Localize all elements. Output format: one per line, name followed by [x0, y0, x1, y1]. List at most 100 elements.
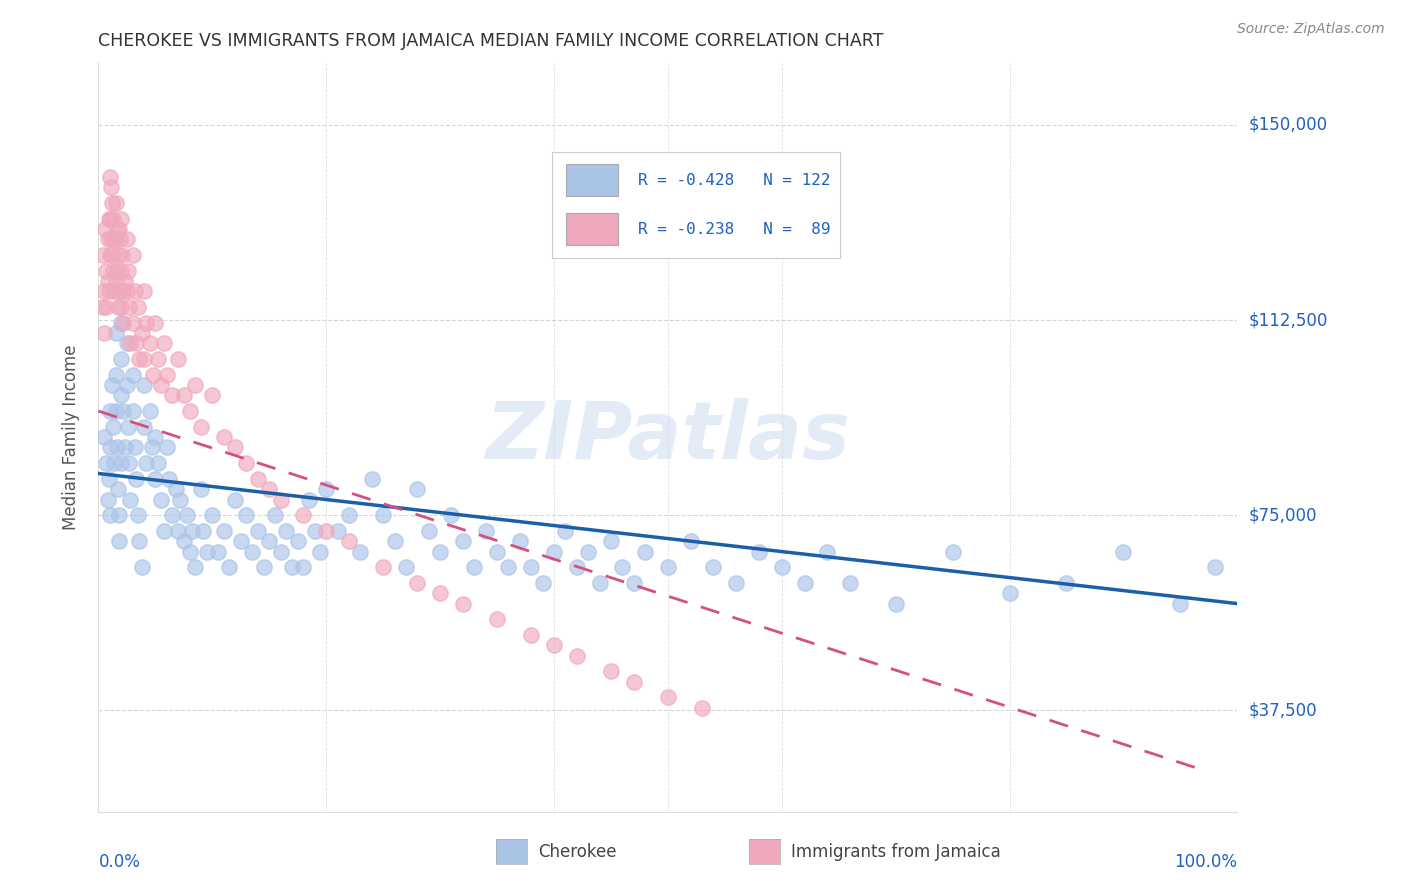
Point [463, 560, 485, 574]
Point [103, 232, 125, 246]
Point [281, 560, 304, 574]
Point [132, 351, 155, 366]
Point [127, 508, 149, 523]
Point [103, 419, 125, 434]
Point [118, 300, 141, 314]
Text: $112,500: $112,500 [1249, 311, 1327, 329]
Point [623, 674, 645, 689]
Point [229, 534, 252, 549]
Point [326, 524, 349, 538]
Point [169, 492, 191, 507]
Point [125, 336, 148, 351]
Point [96, 274, 118, 288]
Point [96, 456, 118, 470]
Point [554, 524, 576, 538]
Point [111, 248, 134, 262]
Point [115, 336, 138, 351]
Point [207, 544, 229, 558]
Point [110, 316, 132, 330]
Point [252, 560, 274, 574]
Point [679, 534, 702, 549]
Point [98, 441, 121, 455]
Point [150, 492, 173, 507]
Point [98, 169, 121, 184]
Point [201, 388, 224, 402]
Point [97, 211, 120, 226]
Point [406, 575, 429, 590]
Point [1112, 544, 1135, 558]
Text: Source: ZipAtlas.com: Source: ZipAtlas.com [1237, 22, 1385, 37]
Point [304, 524, 326, 538]
Point [218, 560, 240, 574]
Point [612, 560, 634, 574]
Text: R = -0.428   N = 122: R = -0.428 N = 122 [638, 173, 831, 188]
Point [315, 524, 337, 538]
Point [138, 336, 160, 351]
Text: ZIPatlas: ZIPatlas [485, 398, 851, 476]
Point [657, 560, 679, 574]
Point [173, 388, 195, 402]
Point [153, 524, 176, 538]
Point [360, 472, 382, 486]
Point [292, 560, 315, 574]
Point [212, 430, 235, 444]
Text: 100.0%: 100.0% [1174, 853, 1237, 871]
Point [167, 524, 190, 538]
Point [141, 441, 163, 455]
Point [884, 597, 907, 611]
Point [98, 404, 121, 418]
Point [349, 544, 371, 558]
Point [98, 248, 121, 262]
Point [690, 700, 713, 714]
Point [104, 195, 127, 210]
Point [104, 232, 127, 246]
Point [180, 524, 202, 538]
Point [395, 560, 418, 574]
Point [702, 560, 724, 574]
Point [418, 524, 440, 538]
Point [108, 534, 131, 549]
Point [270, 544, 292, 558]
Point [193, 524, 215, 538]
Point [104, 404, 127, 418]
Point [157, 472, 180, 486]
Point [240, 544, 263, 558]
Point [124, 441, 146, 455]
Point [117, 263, 139, 277]
Point [110, 263, 132, 277]
Point [167, 351, 190, 366]
Point [725, 575, 748, 590]
Point [337, 508, 360, 523]
Point [105, 441, 128, 455]
Point [998, 586, 1021, 600]
Text: R = -0.238   N =  89: R = -0.238 N = 89 [638, 222, 831, 237]
Point [531, 575, 554, 590]
Point [748, 544, 770, 558]
Point [146, 351, 169, 366]
Point [135, 316, 157, 330]
Point [107, 248, 129, 262]
Point [315, 482, 337, 496]
Point [184, 560, 207, 574]
Point [103, 211, 125, 226]
Point [292, 508, 315, 523]
Point [165, 482, 187, 496]
Point [114, 441, 136, 455]
Point [108, 232, 131, 246]
Point [97, 472, 120, 486]
Y-axis label: Median Family Income: Median Family Income [62, 344, 80, 530]
Point [118, 456, 141, 470]
Point [1170, 597, 1192, 611]
Point [108, 285, 131, 299]
Point [105, 222, 128, 236]
Point [657, 690, 679, 705]
Point [600, 534, 623, 549]
Point [309, 544, 332, 558]
Point [103, 456, 125, 470]
Point [179, 544, 201, 558]
Point [371, 508, 394, 523]
Point [429, 544, 451, 558]
Point [114, 274, 136, 288]
Point [105, 263, 128, 277]
Point [96, 300, 118, 314]
